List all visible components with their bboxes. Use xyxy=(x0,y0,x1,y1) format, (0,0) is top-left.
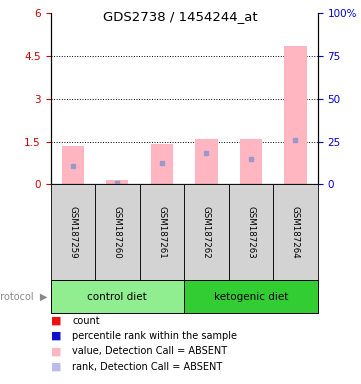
Text: percentile rank within the sample: percentile rank within the sample xyxy=(72,331,237,341)
Text: GSM187259: GSM187259 xyxy=(68,206,77,259)
Text: GDS2738 / 1454244_at: GDS2738 / 1454244_at xyxy=(103,10,258,23)
Text: rank, Detection Call = ABSENT: rank, Detection Call = ABSENT xyxy=(72,362,222,372)
Text: control diet: control diet xyxy=(87,291,147,302)
Text: GSM187263: GSM187263 xyxy=(247,206,255,259)
Bar xyxy=(151,144,173,184)
Text: count: count xyxy=(72,316,100,326)
Bar xyxy=(62,146,84,184)
Bar xyxy=(240,139,262,184)
Text: ■: ■ xyxy=(51,346,61,356)
Text: protocol  ▶: protocol ▶ xyxy=(0,291,47,302)
Text: ketogenic diet: ketogenic diet xyxy=(214,291,288,302)
Text: GSM187262: GSM187262 xyxy=(202,206,211,259)
Text: GSM187264: GSM187264 xyxy=(291,206,300,259)
Bar xyxy=(284,46,306,184)
Text: ■: ■ xyxy=(51,331,61,341)
Text: GSM187260: GSM187260 xyxy=(113,206,122,259)
Bar xyxy=(106,180,129,184)
Text: ■: ■ xyxy=(51,316,61,326)
Text: ■: ■ xyxy=(51,362,61,372)
Text: GSM187261: GSM187261 xyxy=(157,206,166,259)
Text: value, Detection Call = ABSENT: value, Detection Call = ABSENT xyxy=(72,346,227,356)
Bar xyxy=(195,139,217,184)
